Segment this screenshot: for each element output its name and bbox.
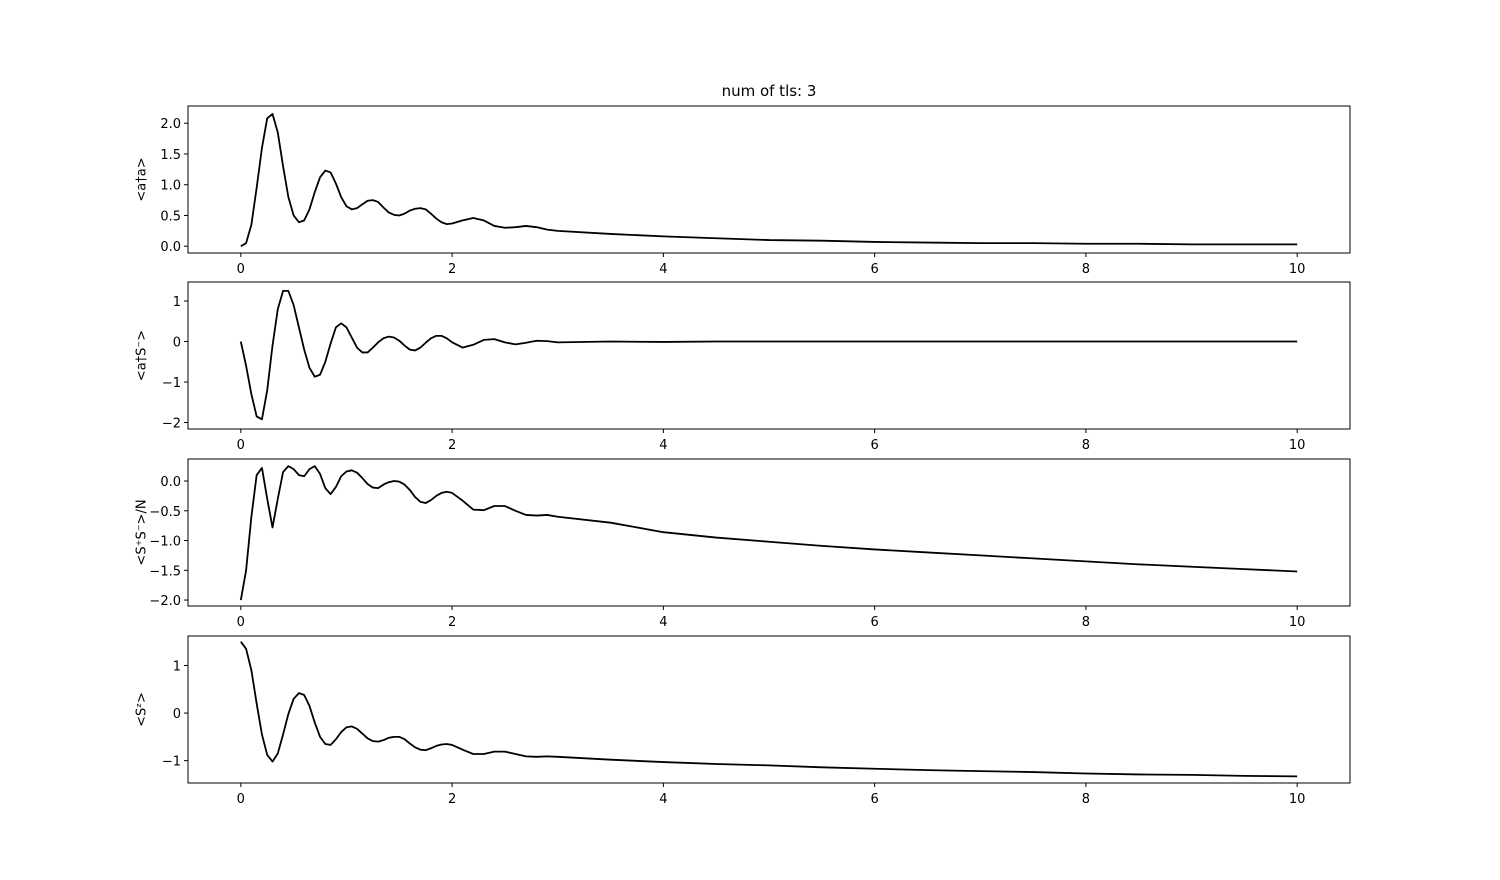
- y-tick-label: 1: [173, 295, 181, 310]
- y-tick-label: −1: [162, 376, 181, 391]
- y-axis-label: <Sᶻ>: [135, 692, 150, 727]
- x-tick-label: 0: [237, 615, 245, 630]
- x-tick-label: 8: [1082, 615, 1090, 630]
- data-line: [239, 465, 1298, 601]
- data-line: [239, 290, 1298, 421]
- y-tick-label: −1: [162, 755, 181, 770]
- axes-frame: [187, 281, 1351, 430]
- x-tick-label: 6: [870, 262, 878, 277]
- y-tick-label: −1.5: [149, 564, 181, 579]
- x-tick-label: 0: [237, 438, 245, 453]
- x-tick-label: 10: [1289, 262, 1306, 277]
- x-tick-label: 2: [448, 262, 456, 277]
- x-tick-label: 4: [659, 438, 667, 453]
- axes-frame: [187, 458, 1351, 607]
- y-axis-label: <a†a>: [135, 157, 150, 201]
- y-tick-label: 0.5: [160, 209, 181, 224]
- y-tick-label: 1.0: [160, 179, 181, 194]
- y-tick-label: 0.0: [160, 240, 181, 255]
- x-tick-label: 10: [1289, 792, 1306, 807]
- x-tick-label: 2: [448, 792, 456, 807]
- y-tick-label: 2.0: [160, 117, 181, 132]
- x-tick-label: 6: [870, 615, 878, 630]
- axes-frame: [187, 635, 1351, 784]
- x-tick-label: 8: [1082, 792, 1090, 807]
- y-tick-label: 1: [173, 659, 181, 674]
- x-tick-label: 0: [237, 792, 245, 807]
- y-tick-label: 0.0: [160, 475, 181, 490]
- x-tick-label: 8: [1082, 438, 1090, 453]
- x-tick-label: 10: [1289, 438, 1306, 453]
- x-tick-label: 10: [1289, 615, 1306, 630]
- y-tick-label: −0.5: [149, 505, 181, 520]
- y-tick-label: −2.0: [149, 594, 181, 609]
- axes-frame: [187, 105, 1351, 254]
- x-tick-label: 6: [870, 792, 878, 807]
- x-tick-label: 2: [448, 438, 456, 453]
- x-tick-label: 4: [659, 262, 667, 277]
- x-tick-label: 2: [448, 615, 456, 630]
- y-tick-label: −2: [162, 417, 181, 432]
- y-axis-label: <a†S⁻>: [135, 330, 150, 381]
- chart-title: num of tls: 3: [722, 82, 817, 100]
- y-tick-label: −1.0: [149, 535, 181, 550]
- x-tick-label: 8: [1082, 262, 1090, 277]
- x-tick-label: 4: [659, 615, 667, 630]
- y-tick-label: 0: [173, 707, 181, 722]
- y-axis-label: <S⁺S⁻>/N: [135, 499, 150, 565]
- data-line: [240, 113, 1298, 248]
- x-tick-label: 4: [659, 792, 667, 807]
- data-line: [240, 641, 1298, 778]
- x-tick-label: 6: [870, 438, 878, 453]
- y-tick-label: 1.5: [160, 148, 181, 163]
- x-tick-label: 0: [237, 262, 245, 277]
- y-tick-label: 0: [173, 336, 181, 351]
